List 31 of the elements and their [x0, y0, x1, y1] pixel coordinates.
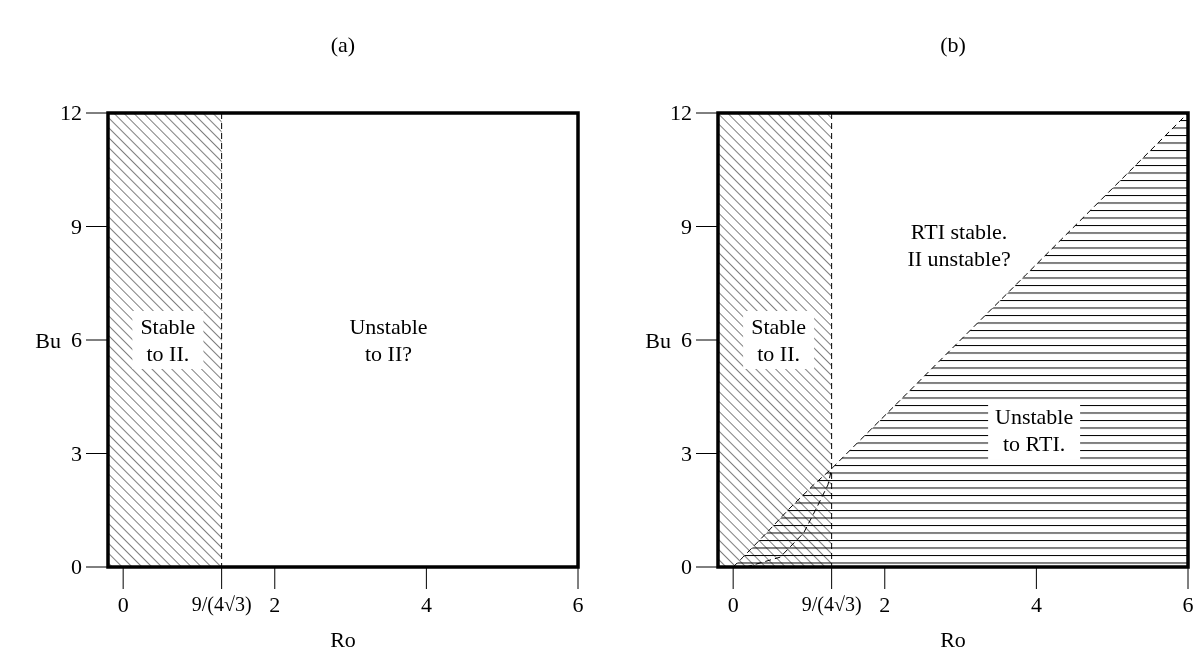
x-tick-label: 4: [420, 592, 432, 617]
x-tick-label: 6: [1182, 592, 1194, 617]
x-tick-label: 2: [269, 592, 281, 617]
x-tick-label: 2: [879, 592, 891, 617]
y-tick-label: 3: [71, 440, 82, 466]
x-axis-title: Ro: [330, 627, 356, 652]
y-tick-label: 12: [670, 100, 692, 125]
y-tick-label: 0: [71, 554, 82, 579]
chart-title: (b): [940, 32, 966, 57]
x-tick-label: 4: [1030, 592, 1042, 617]
y-tick-label: 12: [60, 100, 82, 125]
y-axis-title: Bu: [645, 328, 671, 353]
x-tick-label: 6: [572, 592, 584, 617]
annotation: RTI stable. II unstable?: [907, 218, 1011, 271]
x-tick-label: 0: [727, 592, 739, 617]
chart-title: (a): [330, 32, 356, 57]
y-axis-title: Bu: [35, 328, 61, 353]
y-tick-label: 0: [681, 554, 692, 579]
x-axis-title: Ro: [940, 627, 966, 652]
y-tick-label: 6: [71, 327, 82, 352]
x-tick-label: 9/(4√3): [801, 593, 862, 616]
y-tick-label: 3: [681, 440, 692, 466]
y-tick-label: 9: [681, 213, 692, 239]
annotation: Stable to II.: [140, 313, 196, 366]
y-tick-label: 6: [681, 327, 692, 352]
annotation: Unstable to II?: [349, 313, 428, 366]
x-tick-label: 0: [117, 592, 129, 617]
annotation: Stable to II.: [751, 313, 807, 366]
x-tick-label: 9/(4√3): [191, 593, 252, 616]
annotation: Unstable to RTI.: [995, 404, 1074, 457]
y-tick-label: 9: [71, 213, 82, 239]
